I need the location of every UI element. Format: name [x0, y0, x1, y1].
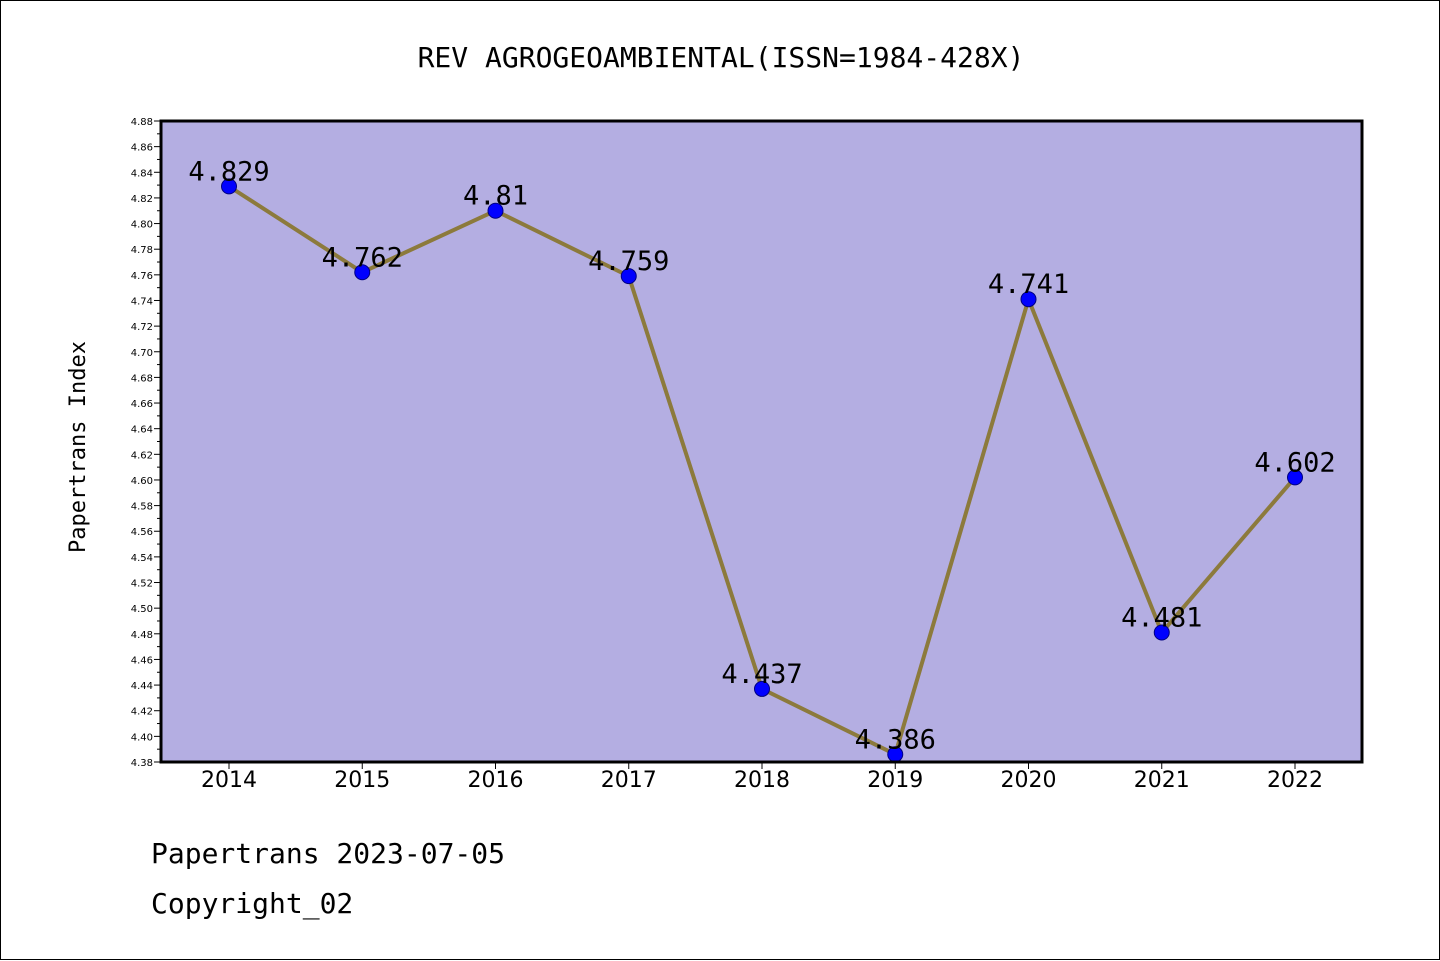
y-tick-label: 4.68	[131, 373, 153, 384]
y-tick-label: 4.64	[131, 425, 153, 436]
data-point-label: 4.81	[463, 181, 528, 212]
y-axis: 4.38 4.40 4.42 4.44 4.46 4.48 4.50 4.52 4.54 4.56…	[131, 117, 161, 769]
y-tick-label: 4.86	[131, 143, 153, 154]
x-tick-label: 2014	[201, 768, 257, 793]
x-tick-label: 2022	[1267, 768, 1323, 793]
data-point-marker	[1020, 291, 1037, 308]
y-tick-label: 4.38	[131, 758, 153, 769]
data-point-label: 4.829	[188, 156, 269, 187]
x-tick-label: 2017	[601, 768, 657, 793]
y-tick-label: 4.70	[131, 348, 153, 359]
x-tick-label: 2016	[468, 768, 524, 793]
y-tick-label: 4.80	[131, 220, 153, 231]
y-tick-label: 4.46	[131, 655, 153, 666]
y-tick-label: 4.52	[131, 579, 153, 590]
data-point-marker	[354, 264, 371, 281]
data-point-label: 4.386	[855, 724, 936, 755]
y-tick-label: 4.58	[131, 502, 153, 513]
data-point-marker	[221, 178, 237, 195]
data-point-marker	[620, 268, 637, 285]
footer-date: Papertrans 2023-07-05	[151, 837, 506, 870]
data-point-label: 4.762	[322, 242, 403, 273]
data-point-marker	[487, 202, 504, 219]
x-tick-label: 2018	[734, 768, 790, 793]
data-point-label: 4.481	[1121, 603, 1202, 634]
plot-area	[161, 121, 1362, 762]
y-tick-label: 4.84	[131, 168, 153, 179]
plot-border	[159, 119, 1364, 764]
data-points	[221, 178, 1303, 763]
y-tick-label: 4.76	[131, 271, 153, 282]
data-point-label: 4.602	[1254, 447, 1335, 478]
x-axis: 2014 2015 2016 2017 2018 2019 2020 2021 2022	[201, 762, 1323, 793]
y-tick-label: 4.66	[131, 399, 153, 410]
y-tick-label: 4.50	[131, 604, 153, 615]
data-labels: 4.829 4.762 4.81 4.759 4.437 4.386 4.741 4.481 4…	[188, 156, 1335, 755]
y-tick-label: 4.82	[131, 194, 153, 205]
x-tick-label: 2020	[1001, 768, 1057, 793]
y-tick-label: 4.56	[131, 527, 153, 538]
y-tick-label: 4.60	[131, 476, 153, 487]
data-point-label: 4.741	[988, 269, 1069, 300]
data-point-marker	[754, 680, 770, 697]
chart-title: REV AGROGEOAMBIENTAL(ISSN=1984-428X)	[418, 41, 1025, 74]
y-tick-label: 4.54	[131, 553, 153, 564]
y-tick-label: 4.88	[131, 117, 153, 128]
data-point-marker	[1153, 624, 1170, 641]
y-tick-label: 4.48	[131, 630, 153, 641]
y-tick-label: 4.40	[131, 732, 153, 743]
data-point-marker	[1287, 469, 1303, 486]
data-point-label: 4.759	[588, 246, 669, 277]
x-tick-label: 2019	[867, 768, 923, 793]
x-tick-label: 2021	[1134, 768, 1190, 793]
y-axis-label: Papertrans Index	[66, 341, 91, 553]
footer-copyright: Copyright_02	[151, 887, 354, 920]
y-tick-label: 4.42	[131, 707, 153, 718]
y-tick-label: 4.44	[131, 681, 153, 692]
y-tick-label: 4.78	[131, 245, 153, 256]
data-point-label: 4.437	[721, 659, 802, 690]
x-tick-label: 2015	[334, 768, 390, 793]
y-tick-label: 4.62	[131, 450, 153, 461]
y-tick-label: 4.72	[131, 322, 153, 333]
y-tick-label: 4.74	[131, 296, 153, 307]
